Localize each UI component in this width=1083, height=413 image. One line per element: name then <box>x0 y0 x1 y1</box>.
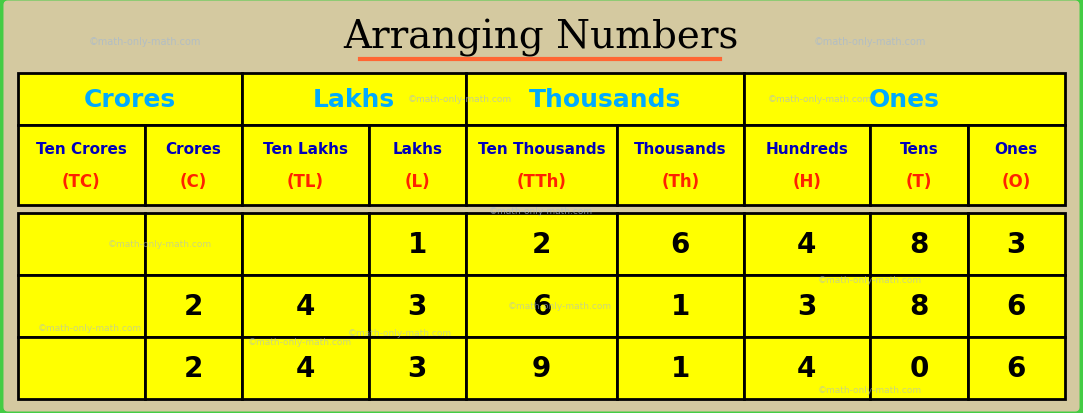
Text: (TL): (TL) <box>287 173 324 190</box>
Text: 1: 1 <box>407 230 427 259</box>
Bar <box>18 337 145 399</box>
Text: Thousands: Thousands <box>634 142 727 157</box>
Text: 3: 3 <box>407 354 427 382</box>
Text: ©math-only-math.com: ©math-only-math.com <box>108 240 212 249</box>
Text: 4: 4 <box>296 354 315 382</box>
Text: Crores: Crores <box>84 88 177 112</box>
Bar <box>368 275 466 337</box>
Text: ©math-only-math.com: ©math-only-math.com <box>768 95 872 104</box>
Text: Lakhs: Lakhs <box>313 88 395 112</box>
Bar <box>466 275 617 337</box>
Bar <box>871 214 967 275</box>
Text: ©math-only-math.com: ©math-only-math.com <box>818 276 922 285</box>
Text: ©math-only-math.com: ©math-only-math.com <box>38 323 142 332</box>
Text: 2: 2 <box>184 292 203 320</box>
Bar <box>18 214 145 275</box>
Text: 4: 4 <box>296 292 315 320</box>
Bar <box>368 126 466 206</box>
Text: (TTh): (TTh) <box>517 173 566 190</box>
Bar <box>145 275 242 337</box>
Text: 2: 2 <box>184 354 203 382</box>
Bar <box>145 214 242 275</box>
Text: ©math-only-math.com: ©math-only-math.com <box>248 338 352 347</box>
Text: ©math-only-math.com: ©math-only-math.com <box>508 302 612 311</box>
Bar <box>617 275 744 337</box>
Text: 4: 4 <box>797 354 817 382</box>
Text: Hundreds: Hundreds <box>766 142 848 157</box>
Bar <box>242 337 368 399</box>
Text: 3: 3 <box>1006 230 1026 259</box>
Bar <box>617 214 744 275</box>
Text: (TC): (TC) <box>62 173 101 190</box>
Bar <box>744 275 871 337</box>
Text: Ten Thousands: Ten Thousands <box>478 142 605 157</box>
Bar <box>18 126 145 206</box>
Text: (H): (H) <box>793 173 821 190</box>
Text: 8: 8 <box>910 292 928 320</box>
Bar <box>744 214 871 275</box>
Text: Ones: Ones <box>994 142 1038 157</box>
Text: Ten Lakhs: Ten Lakhs <box>263 142 348 157</box>
Bar <box>145 337 242 399</box>
Bar <box>871 337 967 399</box>
Text: 6: 6 <box>532 292 551 320</box>
Bar <box>466 74 744 126</box>
Text: 0: 0 <box>910 354 928 382</box>
Bar <box>368 337 466 399</box>
Bar <box>242 275 368 337</box>
Bar <box>967 337 1065 399</box>
Text: (Th): (Th) <box>662 173 700 190</box>
Bar <box>18 74 242 126</box>
Bar <box>617 337 744 399</box>
Text: 1: 1 <box>670 292 690 320</box>
Text: (O): (O) <box>1002 173 1031 190</box>
Text: Crores: Crores <box>166 142 221 157</box>
Bar <box>145 126 242 206</box>
Text: 6: 6 <box>670 230 690 259</box>
Text: 4: 4 <box>797 230 817 259</box>
Bar <box>617 126 744 206</box>
Text: (L): (L) <box>405 173 430 190</box>
Text: ©math-only-math.com: ©math-only-math.com <box>408 95 512 104</box>
Text: (T): (T) <box>905 173 932 190</box>
Text: ©math-only-math.com: ©math-only-math.com <box>488 207 593 216</box>
Text: ©math-only-math.com: ©math-only-math.com <box>818 385 922 394</box>
Text: Thousands: Thousands <box>529 88 681 112</box>
Text: 3: 3 <box>407 292 427 320</box>
Text: ©math-only-math.com: ©math-only-math.com <box>813 37 926 47</box>
Text: 1: 1 <box>670 354 690 382</box>
Text: 2: 2 <box>532 230 551 259</box>
Text: 9: 9 <box>532 354 551 382</box>
Text: 8: 8 <box>910 230 928 259</box>
Bar <box>368 214 466 275</box>
Text: ©math-only-math.com: ©math-only-math.com <box>89 37 201 47</box>
Bar <box>242 214 368 275</box>
Bar <box>18 275 145 337</box>
Text: 3: 3 <box>797 292 817 320</box>
Bar <box>871 275 967 337</box>
Text: Tens: Tens <box>900 142 938 157</box>
Bar <box>242 74 466 126</box>
Bar <box>242 126 368 206</box>
Text: Arranging Numbers: Arranging Numbers <box>343 19 739 57</box>
Bar <box>744 126 871 206</box>
Bar <box>744 74 1065 126</box>
Bar <box>466 126 617 206</box>
Text: 6: 6 <box>1006 354 1026 382</box>
Text: Lakhs: Lakhs <box>392 142 442 157</box>
Text: Ten Crores: Ten Crores <box>36 142 127 157</box>
Bar <box>967 214 1065 275</box>
Bar <box>466 214 617 275</box>
Bar <box>871 126 967 206</box>
Text: (C): (C) <box>180 173 207 190</box>
Text: Ones: Ones <box>869 88 940 112</box>
Bar <box>967 275 1065 337</box>
Text: ©math-only-math.com: ©math-only-math.com <box>348 328 452 337</box>
Text: 6: 6 <box>1006 292 1026 320</box>
Bar <box>744 337 871 399</box>
Bar <box>466 337 617 399</box>
Bar <box>967 126 1065 206</box>
